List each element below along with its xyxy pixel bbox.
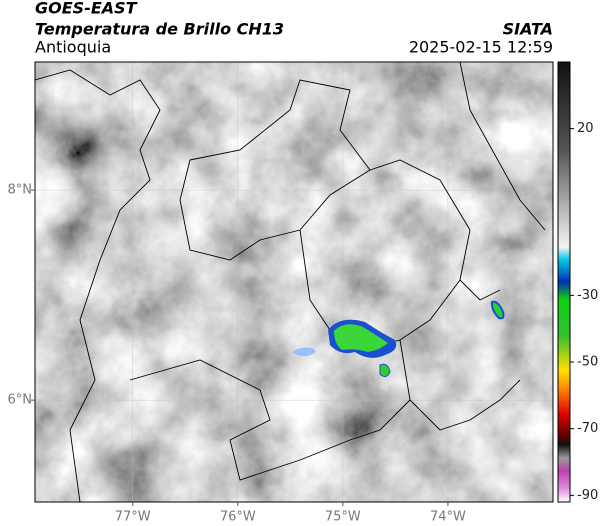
lon-tick-label: 75°W	[325, 510, 361, 525]
lat-tick-label: 6°N	[8, 393, 33, 408]
border	[179, 79, 371, 261]
border	[299, 159, 471, 351]
lon-tick-label: 77°W	[115, 510, 151, 525]
colorbar-tick-label: -70	[577, 421, 598, 436]
timestamp: 2025-02-15 12:59	[409, 38, 553, 57]
lon-tick-label: 76°W	[220, 510, 256, 525]
lat-tick-label: 8°N	[8, 183, 33, 198]
border	[129, 359, 411, 481]
cloud-image	[35, 62, 553, 502]
map	[35, 62, 553, 502]
convective-cells	[292, 300, 505, 378]
lon-tick-label: 74°W	[430, 510, 466, 525]
source: SIATA	[503, 20, 553, 39]
satellite: GOES-EAST	[35, 0, 138, 18]
region: Antioquia	[35, 38, 111, 57]
colorbar-tick-label: -90	[577, 488, 598, 503]
colorbar	[557, 61, 571, 503]
colorbar-tick-label: -30	[577, 288, 598, 303]
border	[399, 62, 546, 431]
product: Temperatura de Brillo CH13	[35, 20, 284, 39]
map-frame	[34, 61, 554, 503]
grid	[35, 62, 553, 502]
colorbar-tick-label: 20	[577, 121, 594, 136]
coastline	[35, 69, 161, 502]
colorbar-tick-label: -50	[577, 355, 598, 370]
